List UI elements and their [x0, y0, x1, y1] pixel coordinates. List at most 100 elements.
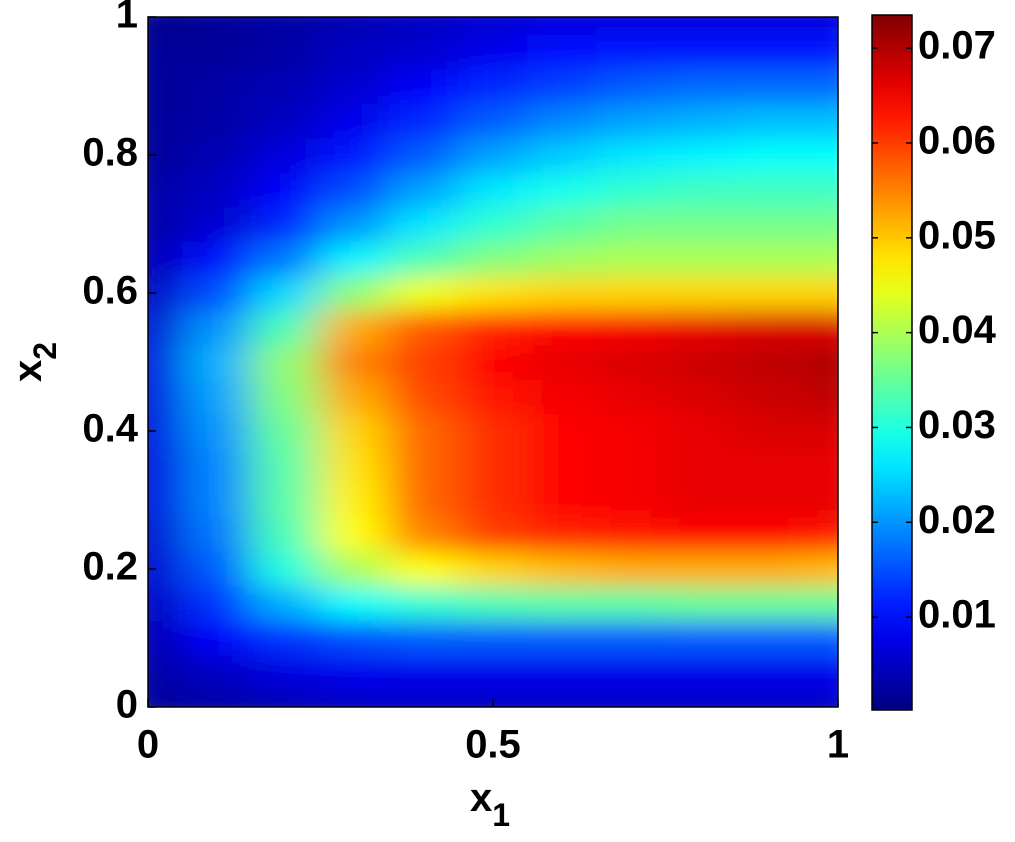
colorbar-tick-label: 0.01	[918, 593, 996, 637]
heatmap-cell	[458, 137, 528, 173]
heatmap-cell	[182, 33, 252, 70]
y-tick-label: 0.2	[82, 545, 138, 589]
y-tick-label: 0.8	[82, 131, 138, 175]
heatmap-cell	[803, 17, 838, 35]
heatmap-cell	[148, 68, 183, 104]
heatmap-cell	[389, 654, 459, 691]
heatmap-cell	[389, 585, 459, 622]
heatmap-cell	[734, 171, 804, 208]
heatmap-cell	[596, 482, 666, 518]
heatmap-cell	[320, 447, 390, 484]
heatmap	[148, 17, 838, 707]
heatmap-cell	[596, 171, 666, 208]
heatmap-cell	[665, 447, 735, 484]
heatmap-cell	[458, 447, 528, 484]
heatmap-cell	[458, 516, 528, 553]
y-label-sub: 2	[27, 342, 63, 360]
heatmap-cell	[665, 137, 735, 173]
heatmap-cell	[665, 17, 735, 35]
heatmap-cell	[665, 585, 735, 622]
heatmap-cell	[389, 33, 459, 70]
heatmap-cell	[527, 378, 597, 415]
heatmap-cell	[320, 102, 390, 139]
heatmap-cell	[527, 309, 597, 346]
heatmap-cell	[734, 206, 804, 242]
heatmap-cell	[320, 654, 390, 691]
heatmap-cell	[389, 344, 459, 380]
heatmap-cell	[458, 551, 528, 587]
heatmap-cell	[320, 620, 390, 656]
heatmap-cell	[527, 482, 597, 518]
heatmap-cell	[527, 33, 597, 70]
heatmap-cell	[251, 551, 321, 587]
heatmap-cell	[251, 275, 321, 311]
heatmap-cell	[665, 206, 735, 242]
heatmap-cell	[665, 516, 735, 553]
heatmap-cell	[527, 413, 597, 449]
heatmap-cell	[596, 102, 666, 139]
heatmap-cell	[527, 17, 597, 35]
heatmap-cell	[458, 689, 528, 707]
heatmap-cell	[320, 516, 390, 553]
colorbar-tick-label: 0.05	[918, 213, 996, 257]
heatmap-cell	[148, 344, 183, 380]
heatmap-cell	[527, 137, 597, 173]
heatmap-cell	[458, 33, 528, 70]
heatmap-cell	[458, 240, 528, 277]
heatmap-cell	[389, 17, 459, 35]
heatmap-cell	[148, 17, 183, 35]
heatmap-cell	[148, 689, 183, 707]
heatmap-cell	[458, 378, 528, 415]
heatmap-cell	[527, 689, 597, 707]
heatmap-cell	[148, 482, 183, 518]
heatmap-cell	[527, 585, 597, 622]
colorbar-tick-label: 0.04	[918, 308, 997, 352]
heatmap-cell	[527, 102, 597, 139]
heatmap-cell	[182, 654, 252, 691]
heatmap-cell	[389, 137, 459, 173]
heatmap-cell	[389, 413, 459, 449]
heatmap-cell	[182, 275, 252, 311]
heatmap-cell	[596, 447, 666, 484]
heatmap-cell	[665, 102, 735, 139]
heatmap-cell	[251, 240, 321, 277]
heatmap-cell	[389, 620, 459, 656]
heatmap-cell	[182, 516, 252, 553]
heatmap-cell	[803, 68, 838, 104]
heatmap-cell	[389, 309, 459, 346]
heatmap-cell	[320, 33, 390, 70]
heatmap-cell	[320, 309, 390, 346]
heatmap-cell	[148, 516, 183, 553]
heatmap-cell	[182, 344, 252, 380]
heatmap-cell	[251, 585, 321, 622]
heatmap-cell	[665, 171, 735, 208]
heatmap-cell	[665, 275, 735, 311]
heatmap-cell	[182, 413, 252, 449]
heatmap-cell	[148, 206, 183, 242]
heatmap-cell	[182, 482, 252, 518]
heatmap-cell	[803, 689, 838, 707]
heatmap-cell	[734, 240, 804, 277]
heatmap-cell	[320, 482, 390, 518]
colorbar	[871, 14, 913, 711]
heatmap-cell	[251, 137, 321, 173]
heatmap-cell	[458, 344, 528, 380]
heatmap-cell	[182, 171, 252, 208]
heatmap-cell	[458, 309, 528, 346]
heatmap-cell	[734, 482, 804, 518]
heatmap-cell	[734, 585, 804, 622]
heatmap-cell	[389, 240, 459, 277]
heatmap-cell	[320, 689, 390, 707]
heatmap-cell	[148, 585, 183, 622]
heatmap-cell	[251, 206, 321, 242]
heatmap-cell	[182, 102, 252, 139]
heatmap-cell	[320, 585, 390, 622]
heatmap-cell	[320, 551, 390, 587]
heatmap-cell	[182, 240, 252, 277]
heatmap-cell	[389, 102, 459, 139]
heatmap-cell	[320, 171, 390, 208]
heatmap-cell	[734, 378, 804, 415]
heatmap-cell	[803, 551, 838, 587]
heatmap-cell	[458, 413, 528, 449]
heatmap-cell	[458, 654, 528, 691]
